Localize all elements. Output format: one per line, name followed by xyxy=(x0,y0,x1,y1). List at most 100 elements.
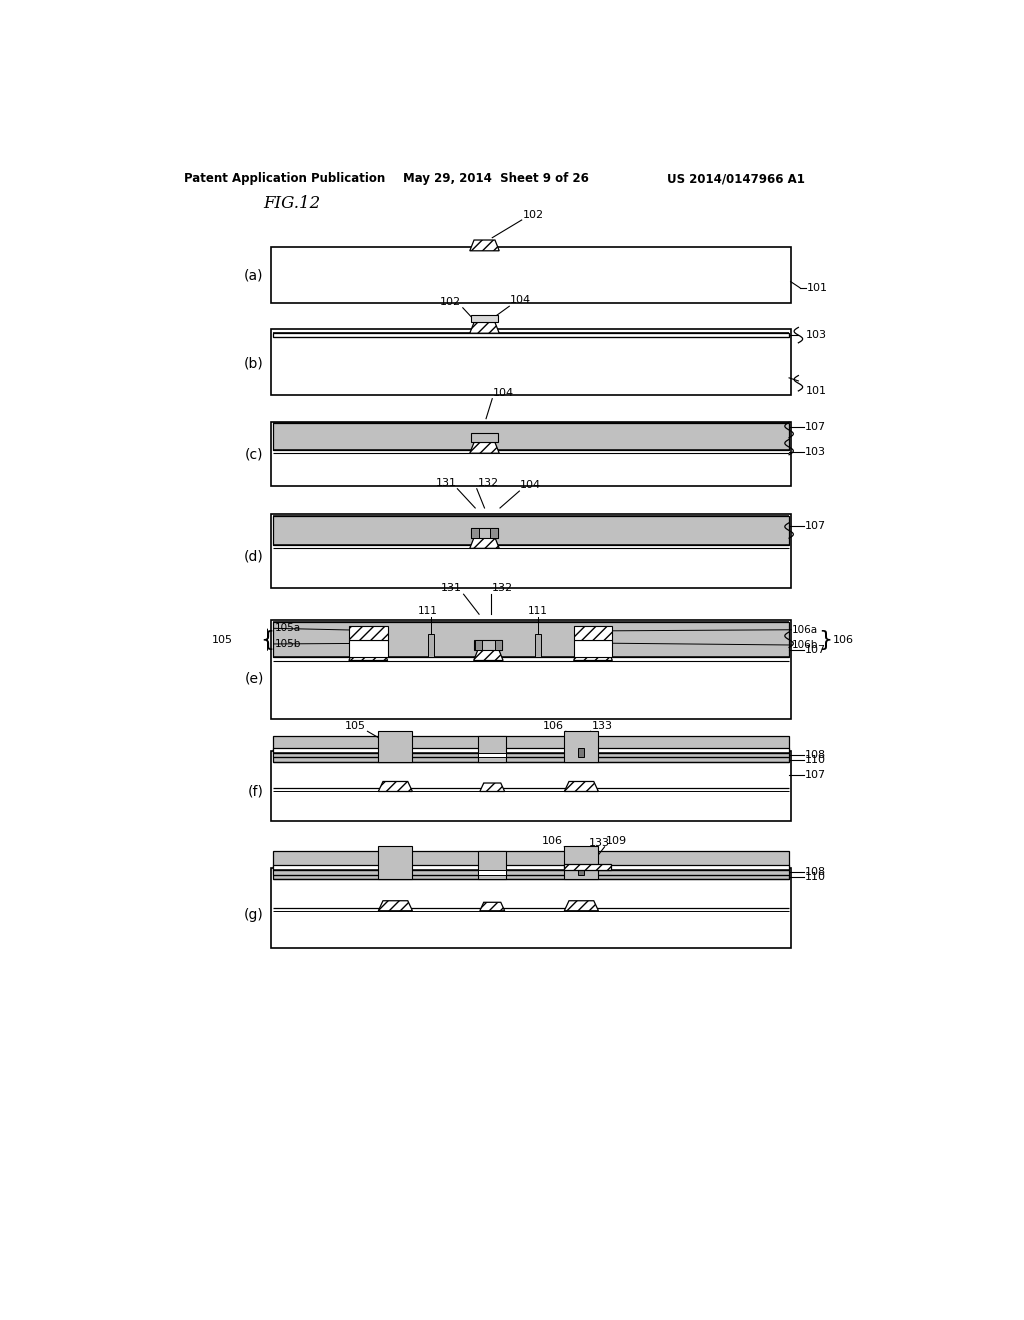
Bar xyxy=(489,528,498,537)
Bar xyxy=(271,330,791,395)
Text: 104: 104 xyxy=(510,296,531,305)
Bar xyxy=(273,866,790,870)
Polygon shape xyxy=(564,900,598,911)
Text: 106: 106 xyxy=(834,635,854,644)
Text: 106a: 106a xyxy=(793,624,818,635)
Text: 107: 107 xyxy=(805,645,825,655)
Text: 102: 102 xyxy=(522,210,544,220)
Text: (d): (d) xyxy=(244,549,263,564)
Bar xyxy=(471,528,479,537)
Bar xyxy=(579,748,585,758)
Polygon shape xyxy=(564,781,598,792)
Bar xyxy=(471,528,499,537)
Text: (b): (b) xyxy=(244,356,263,371)
Text: 107: 107 xyxy=(805,521,825,531)
Bar xyxy=(471,433,499,442)
Bar xyxy=(471,314,499,322)
Bar xyxy=(273,752,790,758)
Polygon shape xyxy=(470,322,500,333)
Bar xyxy=(273,870,790,875)
Text: 106b: 106b xyxy=(793,640,818,649)
Text: (g): (g) xyxy=(244,908,263,921)
Text: 102: 102 xyxy=(440,297,461,308)
Text: May 29, 2014  Sheet 9 of 26: May 29, 2014 Sheet 9 of 26 xyxy=(403,173,589,185)
Bar xyxy=(271,515,791,589)
Bar xyxy=(378,731,413,762)
Text: 108: 108 xyxy=(805,750,825,760)
Text: (c): (c) xyxy=(245,447,263,462)
Bar xyxy=(478,850,506,879)
Bar xyxy=(475,640,482,649)
Text: 104: 104 xyxy=(520,480,542,490)
Bar xyxy=(271,247,791,304)
Text: 101: 101 xyxy=(807,282,827,293)
Bar xyxy=(478,752,506,758)
Text: 109: 109 xyxy=(605,836,627,846)
Bar xyxy=(573,640,612,657)
Polygon shape xyxy=(480,783,505,792)
Text: 103: 103 xyxy=(805,446,825,457)
Text: 131: 131 xyxy=(441,583,462,594)
Text: 131: 131 xyxy=(435,478,457,488)
Bar xyxy=(495,640,502,649)
Text: 110: 110 xyxy=(805,871,825,882)
Text: Patent Application Publication: Patent Application Publication xyxy=(183,173,385,185)
Text: 105: 105 xyxy=(212,635,232,644)
Text: 107: 107 xyxy=(805,422,825,433)
Bar xyxy=(573,626,612,640)
Polygon shape xyxy=(573,649,612,660)
Bar xyxy=(428,635,434,657)
Text: 111: 111 xyxy=(528,606,548,615)
Text: 103: 103 xyxy=(806,330,827,341)
Text: 106: 106 xyxy=(544,721,564,730)
Bar xyxy=(273,424,790,450)
Polygon shape xyxy=(349,649,388,660)
Bar xyxy=(535,635,541,657)
Text: 105b: 105b xyxy=(275,639,302,649)
Bar xyxy=(378,846,413,879)
Bar xyxy=(273,735,790,762)
Polygon shape xyxy=(470,240,500,251)
Text: (f): (f) xyxy=(248,784,263,799)
Polygon shape xyxy=(378,781,413,792)
Bar xyxy=(273,748,790,752)
Text: 133: 133 xyxy=(589,838,609,847)
Polygon shape xyxy=(480,903,505,911)
Bar xyxy=(564,731,598,762)
Bar xyxy=(273,850,790,879)
Bar xyxy=(271,751,791,821)
Bar xyxy=(564,846,598,879)
Text: (e): (e) xyxy=(245,671,263,685)
Bar xyxy=(271,869,791,948)
Text: 105: 105 xyxy=(345,721,366,731)
Text: 110: 110 xyxy=(805,755,825,764)
Bar xyxy=(478,870,506,875)
Text: 133: 133 xyxy=(592,721,612,730)
Text: 106: 106 xyxy=(542,836,563,846)
Text: 108: 108 xyxy=(805,867,825,878)
Text: FIG.12: FIG.12 xyxy=(263,195,321,213)
Polygon shape xyxy=(470,537,500,548)
Text: 107: 107 xyxy=(805,771,825,780)
Bar xyxy=(564,865,611,870)
Bar xyxy=(349,626,388,640)
Text: 111: 111 xyxy=(418,606,438,615)
Polygon shape xyxy=(474,649,503,660)
Bar xyxy=(273,333,790,337)
Text: 104: 104 xyxy=(493,388,514,397)
Bar xyxy=(273,622,790,657)
Bar xyxy=(271,422,791,486)
Text: 132: 132 xyxy=(492,583,513,594)
Text: {: { xyxy=(260,630,274,649)
Bar xyxy=(478,735,506,762)
Polygon shape xyxy=(378,900,413,911)
Bar xyxy=(273,516,790,545)
Text: (a): (a) xyxy=(244,268,263,282)
Text: 132: 132 xyxy=(478,478,500,488)
Text: }: } xyxy=(818,630,833,649)
Bar xyxy=(579,867,585,875)
Polygon shape xyxy=(470,442,500,453)
Bar xyxy=(474,640,503,649)
Text: US 2014/0147966 A1: US 2014/0147966 A1 xyxy=(667,173,805,185)
Bar xyxy=(271,620,791,719)
